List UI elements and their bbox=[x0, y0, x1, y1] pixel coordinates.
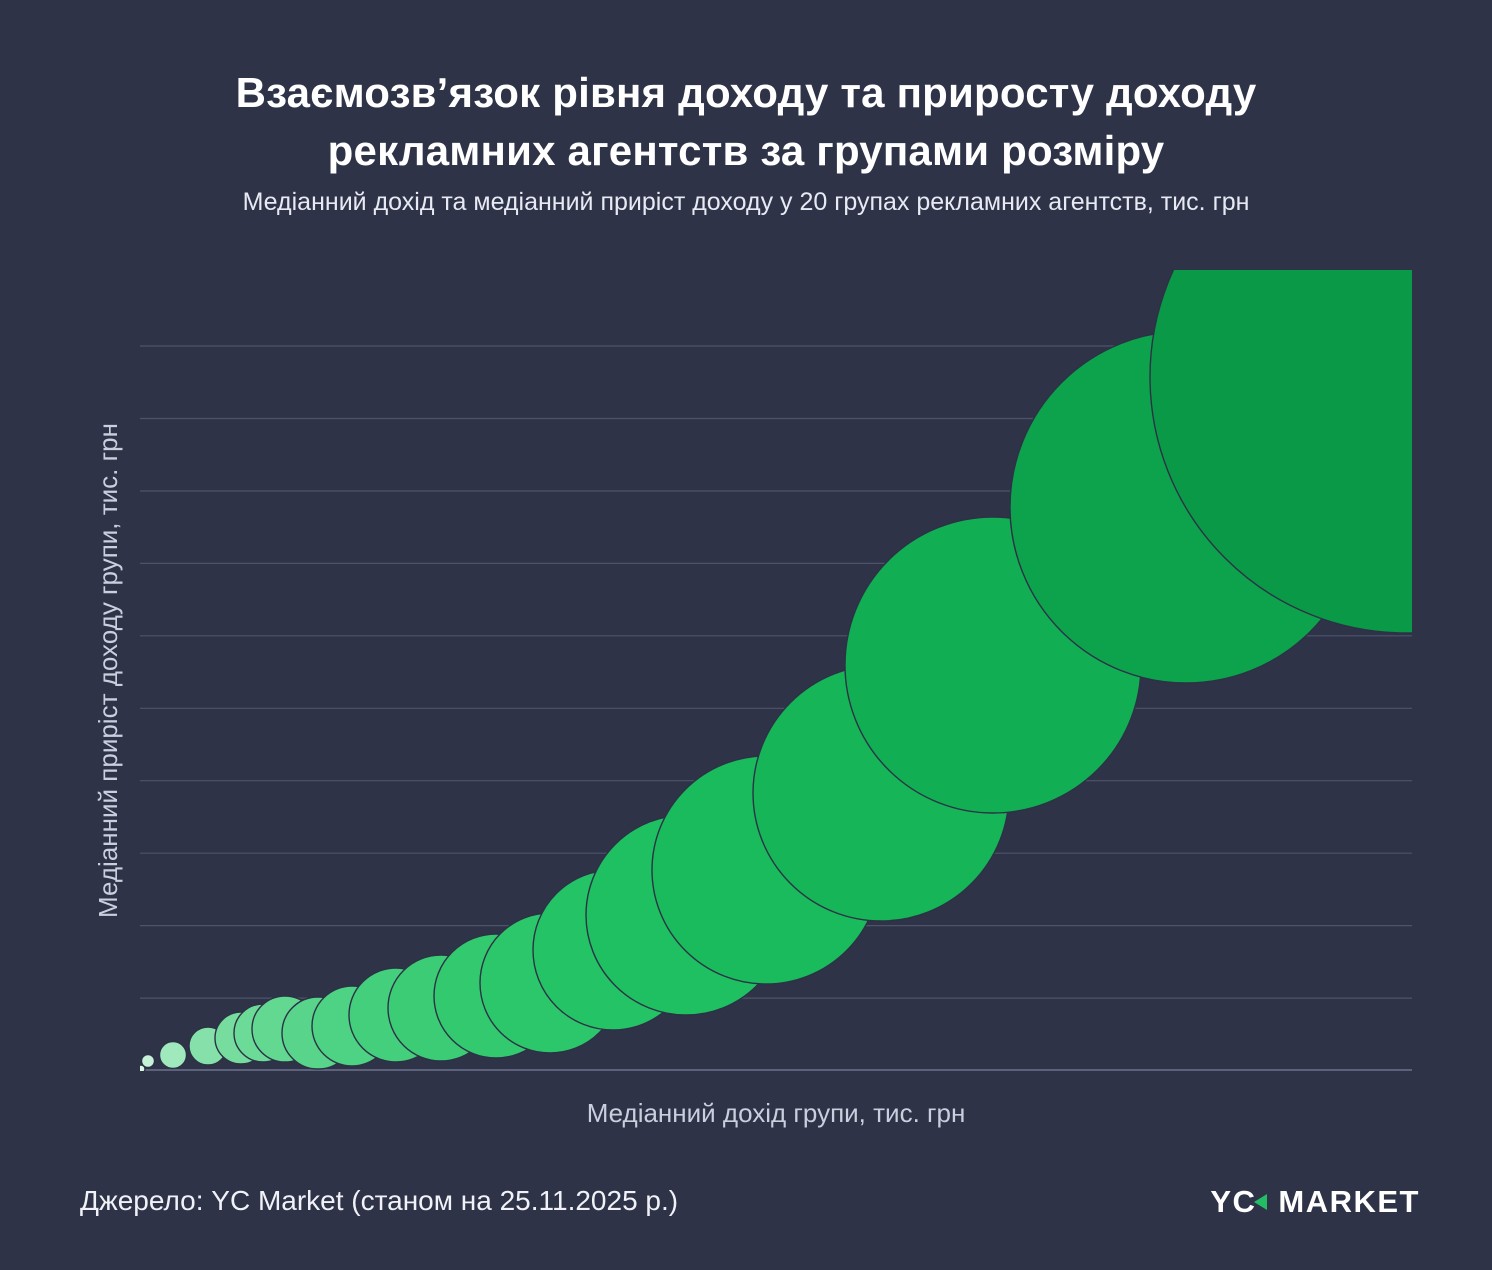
bubble bbox=[158, 1040, 188, 1070]
logo-yc-text: YC bbox=[1210, 1184, 1257, 1219]
bubble bbox=[140, 1053, 156, 1069]
page-title: Взаємозв’язок рівня доходу та приросту д… bbox=[0, 64, 1492, 180]
source-note: Джерело: YC Market (станом на 25.11.2025… bbox=[80, 1185, 679, 1216]
page-title-line1: Взаємозв’язок рівня доходу та приросту д… bbox=[235, 69, 1257, 116]
logo-triangle-icon bbox=[1254, 1194, 1268, 1210]
bubble bbox=[1149, 270, 1412, 634]
chart-subtitle: Медіанний дохід та медіанний приріст дох… bbox=[242, 188, 1250, 216]
y-axis-label: Медіанний приріст доходу групи, тис. грн bbox=[93, 423, 123, 918]
brand-logo: YC MARKET bbox=[1210, 1184, 1420, 1220]
page-title-line2: рекламних агентств за групами розміру bbox=[327, 127, 1165, 174]
logo-market-text: MARKET bbox=[1278, 1184, 1420, 1219]
bubble-plot bbox=[140, 270, 1412, 1071]
x-axis-label: Медіанний дохід групи, тис. грн bbox=[586, 1098, 966, 1128]
